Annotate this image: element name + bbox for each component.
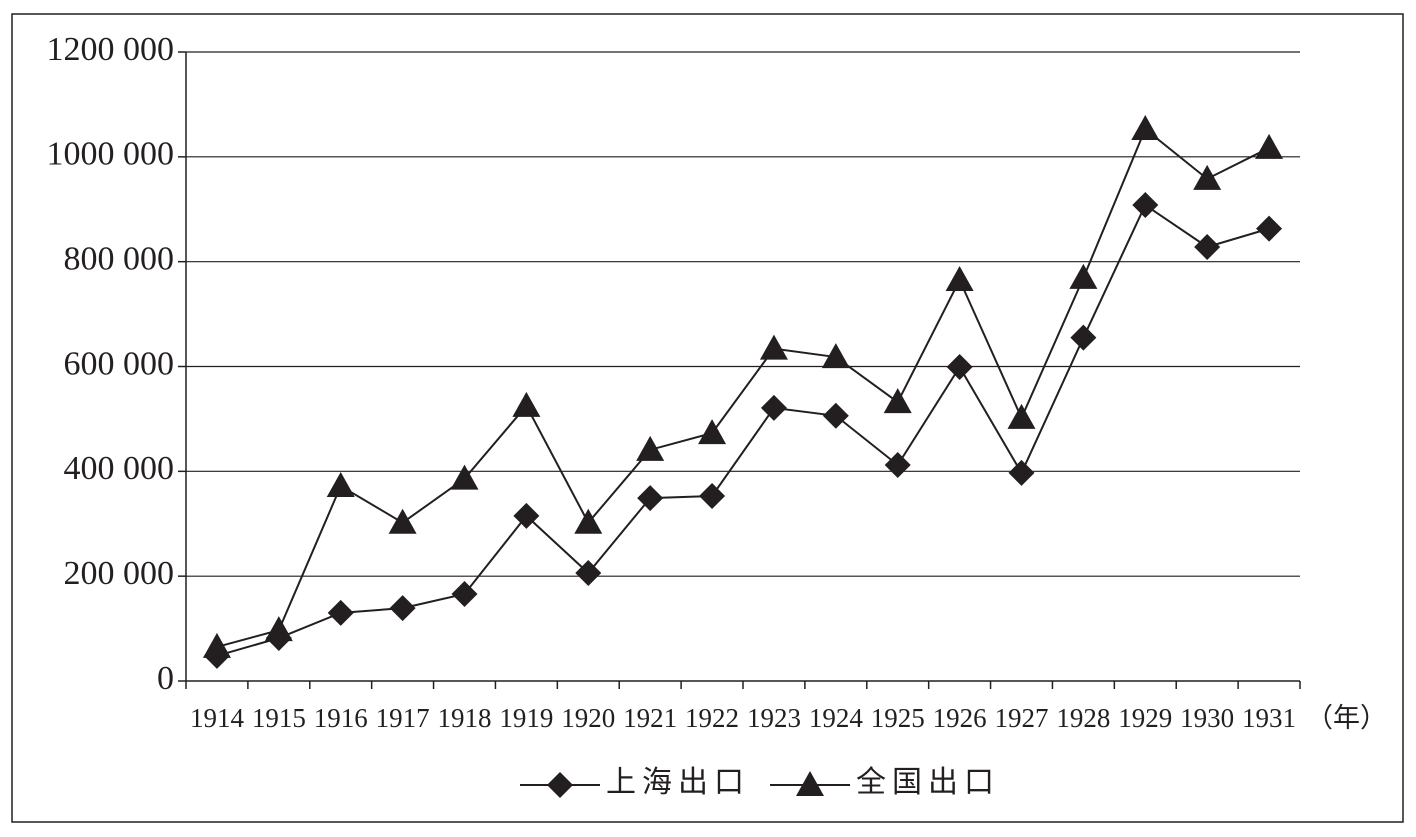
point: [1132, 192, 1159, 219]
point: [1194, 233, 1221, 260]
point: [945, 266, 974, 292]
y-tick-label: 800 000: [64, 240, 175, 277]
point: [699, 482, 726, 509]
point: [388, 508, 417, 534]
x-tick-label: 1921: [623, 703, 677, 733]
point: [884, 452, 911, 479]
y-tick-label: 400 000: [64, 450, 175, 487]
legend-marker: [547, 772, 573, 798]
point: [512, 391, 541, 417]
y-tick-label: 600 000: [64, 345, 175, 382]
point: [574, 508, 603, 534]
x-unit: （年）: [1306, 703, 1387, 733]
x-tick-label: 1916: [314, 703, 368, 733]
point: [451, 580, 478, 607]
point: [759, 334, 788, 360]
y-tick-label: 200 000: [64, 555, 175, 592]
point: [1256, 215, 1283, 242]
point: [1007, 403, 1036, 429]
x-tick-label: 1914: [190, 703, 245, 733]
point: [1131, 115, 1160, 141]
point: [450, 464, 479, 490]
x-tick-label: 1922: [685, 703, 739, 733]
point: [513, 502, 540, 529]
point: [575, 560, 602, 587]
x-tick-label: 1929: [1118, 703, 1172, 733]
y-tick-label: 1000 000: [47, 136, 175, 173]
x-tick-label: 1915: [252, 703, 306, 733]
point: [1255, 133, 1284, 159]
legend-label: 全国出口: [856, 766, 1000, 799]
point: [637, 485, 664, 512]
x-tick-label: 1917: [376, 703, 430, 733]
point: [821, 343, 850, 369]
point: [202, 632, 231, 658]
point: [326, 472, 355, 498]
point: [327, 599, 354, 626]
point: [760, 394, 787, 421]
x-tick-label: 1923: [747, 703, 801, 733]
x-tick-label: 1925: [871, 703, 925, 733]
legend-label: 上海出口: [606, 766, 750, 799]
x-tick-label: 1927: [995, 703, 1049, 733]
legend-marker: [796, 771, 824, 796]
x-tick-label: 1918: [438, 703, 492, 733]
point: [822, 402, 849, 429]
point: [1070, 324, 1097, 351]
x-tick-label: 1931: [1242, 703, 1296, 733]
point: [264, 616, 293, 642]
y-tick-label: 1200 000: [47, 31, 175, 68]
point: [1193, 164, 1222, 190]
series-line: [216, 203, 1270, 657]
x-tick-label: 1919: [499, 703, 553, 733]
point: [636, 435, 665, 461]
frame: [11, 13, 1404, 823]
point: [883, 388, 912, 414]
x-tick-label: 1926: [933, 703, 987, 733]
x-tick-label: 1924: [809, 703, 864, 733]
x-tick-label: 1930: [1180, 703, 1234, 733]
point: [946, 354, 973, 381]
point: [389, 595, 416, 622]
point: [698, 419, 727, 445]
y-tick-label: 0: [157, 660, 174, 697]
point: [1069, 263, 1098, 289]
series-line: [216, 127, 1270, 648]
point: [1008, 459, 1035, 486]
x-tick-label: 1920: [561, 703, 615, 733]
x-tick-label: 1928: [1056, 703, 1110, 733]
